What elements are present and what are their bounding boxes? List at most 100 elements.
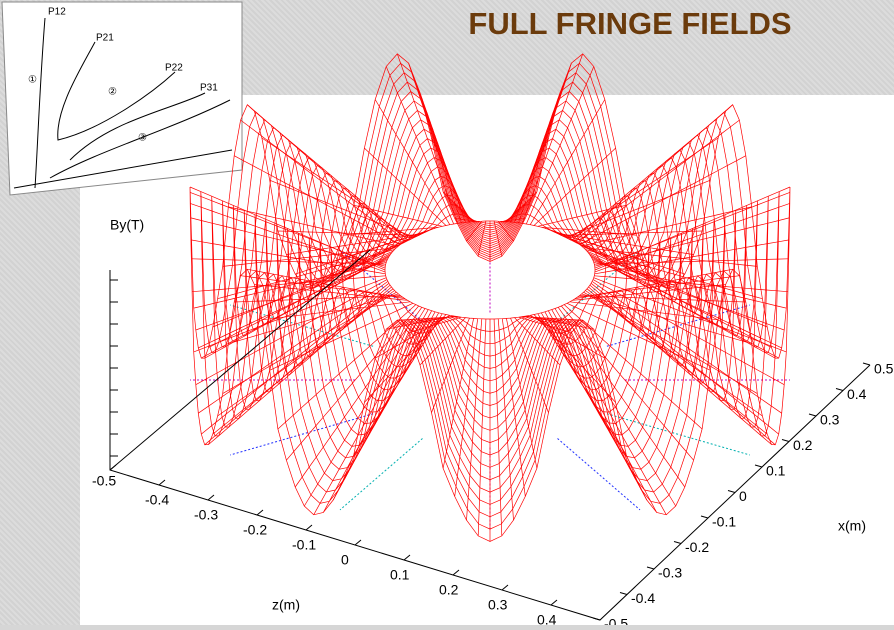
mesh-line <box>385 66 455 225</box>
mesh-line <box>518 316 572 333</box>
inset-label: P12 <box>48 7 66 18</box>
z-axis-label: z(m) <box>272 597 300 613</box>
mesh-line <box>583 247 758 267</box>
z-axis-tick <box>109 464 117 471</box>
inset-curve <box>49 99 231 179</box>
mesh-line <box>193 261 387 309</box>
mesh-line <box>304 231 426 287</box>
z-axis-tick <box>550 599 558 606</box>
inset-curve <box>34 17 46 189</box>
mesh-line <box>583 291 758 394</box>
mesh-line <box>579 155 746 245</box>
mesh-line <box>591 281 782 414</box>
title: FULL FRINGE FIELDS <box>468 6 791 41</box>
mesh-line <box>269 302 414 371</box>
mesh-line <box>204 284 391 446</box>
mesh-line <box>577 119 740 244</box>
mesh-line <box>561 233 694 255</box>
x-axis-tick <box>862 362 871 366</box>
mesh-line <box>594 186 791 271</box>
z-tick-label: 0.3 <box>488 597 508 613</box>
mesh-line <box>269 179 414 238</box>
mesh-line <box>533 314 616 403</box>
mesh-line <box>454 318 479 497</box>
mesh-line <box>294 307 423 488</box>
inset-frame <box>1 1 243 196</box>
x-tick-label: -0.5 <box>604 616 628 625</box>
mesh-line <box>594 192 790 269</box>
x-axis-tick <box>727 490 736 493</box>
z-axis-tick <box>354 539 362 546</box>
mesh-line <box>502 217 526 222</box>
x-tick-label: 0.3 <box>820 412 840 428</box>
mesh-line <box>591 258 782 349</box>
x-axis-label: x(m) <box>838 518 866 534</box>
mesh-line <box>566 302 711 371</box>
inset-curve <box>69 92 206 161</box>
x-tick-label: 0.5 <box>874 361 894 377</box>
mesh-line <box>212 250 394 328</box>
mesh-line <box>525 66 595 225</box>
mesh-line <box>561 305 694 461</box>
z-tick-label: -0.1 <box>292 537 316 553</box>
plot-background <box>80 95 894 625</box>
y-axis-label: By(T) <box>110 217 144 233</box>
mesh-line <box>228 206 399 247</box>
inset-label: P31 <box>200 83 218 94</box>
mesh-line <box>419 317 466 366</box>
mesh-line <box>313 309 429 515</box>
mesh-line <box>551 230 667 289</box>
mesh-line <box>208 286 392 445</box>
mesh-line <box>431 137 470 223</box>
mesh-line <box>593 261 787 309</box>
inset-curve <box>57 41 176 141</box>
mesh-line <box>419 92 466 223</box>
mesh-line <box>585 249 763 300</box>
mesh-line <box>522 53 584 224</box>
z-tick-label: 0.4 <box>537 612 557 625</box>
mesh-line <box>572 284 726 301</box>
mesh-line <box>501 318 526 497</box>
inset-region: ③ <box>138 133 147 144</box>
mesh-line <box>526 315 594 330</box>
inset-label: P21 <box>96 33 114 44</box>
mesh-line <box>286 233 419 255</box>
z-axis-tick <box>158 479 166 486</box>
mesh-line <box>477 318 487 536</box>
z-axis-tick <box>256 509 264 516</box>
mesh-line <box>537 204 627 227</box>
z-tick-label: 0.1 <box>390 567 410 583</box>
mesh-line <box>594 275 788 293</box>
x-tick-label: -0.3 <box>658 565 682 581</box>
mesh-line <box>408 62 462 223</box>
mesh-line <box>192 258 386 265</box>
z-axis-tick <box>501 584 509 591</box>
mesh-line <box>510 317 549 413</box>
surface-mesh <box>189 53 791 542</box>
mesh-line <box>493 220 503 257</box>
mesh-line <box>332 311 436 501</box>
mesh-line <box>540 312 637 480</box>
mesh-line <box>201 283 390 435</box>
mesh-line <box>537 313 627 455</box>
mesh-line <box>530 314 605 359</box>
z-axis-tick <box>403 554 411 561</box>
z-axis-tick <box>305 524 313 531</box>
mesh-line <box>454 217 478 222</box>
contour-line <box>606 413 750 456</box>
mesh-line <box>594 217 790 267</box>
inset-label: P22 <box>165 63 183 74</box>
mesh-line <box>547 310 658 513</box>
x-axis-tick <box>700 515 709 519</box>
mesh-line <box>594 203 790 273</box>
x-axis-tick <box>673 541 682 544</box>
mesh-line <box>581 206 752 247</box>
mesh-line <box>193 277 387 353</box>
mesh-line <box>322 310 433 513</box>
mesh-line <box>396 53 458 224</box>
x-axis-tick <box>619 592 628 595</box>
mesh-line <box>589 284 776 446</box>
z-tick-label: -0.2 <box>243 522 267 538</box>
inset-region: ② <box>108 87 117 98</box>
